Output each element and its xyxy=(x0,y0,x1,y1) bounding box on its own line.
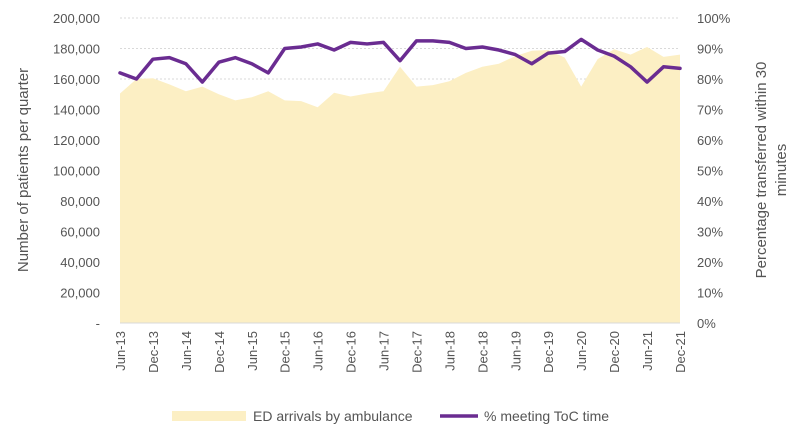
x-tick-label: Dec-19 xyxy=(541,331,556,373)
right-axis-title-line-1: Percentage transferred within 30 xyxy=(753,62,770,279)
left-tick-label: 20,000 xyxy=(60,286,100,301)
left-tick-label: 80,000 xyxy=(60,194,100,209)
right-tick-label: 80% xyxy=(697,72,723,87)
left-tick-label: 200,000 xyxy=(53,11,100,26)
x-tick-label: Jun-15 xyxy=(245,331,260,371)
legend-label-toc: % meeting ToC time xyxy=(484,408,609,424)
legend-swatch-ed-arrivals xyxy=(172,411,246,421)
left-tick-label: 160,000 xyxy=(53,72,100,87)
x-tick-label: Jun-18 xyxy=(442,331,457,371)
x-tick-label: Dec-18 xyxy=(475,331,490,373)
x-tick-label: Jun-20 xyxy=(574,331,589,371)
x-tick-label: Jun-13 xyxy=(113,331,128,371)
x-tick-label: Dec-13 xyxy=(146,331,161,373)
right-tick-label: 70% xyxy=(697,103,723,118)
left-tick-label: 140,000 xyxy=(53,103,100,118)
x-tick-label: Jun-14 xyxy=(179,331,194,371)
right-tick-label: 40% xyxy=(697,194,723,209)
x-axis-ticks: Jun-13 Dec-13 Jun-14 Dec-14 Jun-15 Dec-15 Jun-… xyxy=(113,331,688,373)
x-tick-label: Jun-19 xyxy=(508,331,523,371)
left-tick-label: 100,000 xyxy=(53,164,100,179)
left-tick-label: 120,000 xyxy=(53,133,100,148)
line-series-layer xyxy=(118,37,682,84)
x-tick-label: Jun-21 xyxy=(640,331,655,371)
x-tick-label: Dec-21 xyxy=(673,331,688,373)
left-tick-label: 60,000 xyxy=(60,225,100,240)
legend: ED arrivals by ambulance % meeting ToC t… xyxy=(172,408,609,424)
left-axis-title: Number of patients per quarter xyxy=(15,68,32,272)
line-toc-time xyxy=(118,37,682,84)
x-tick-label: Dec-17 xyxy=(409,331,424,373)
x-tick-label: Dec-16 xyxy=(344,331,359,373)
right-tick-label: 20% xyxy=(697,255,723,270)
legend-label-ed-arrivals: ED arrivals by ambulance xyxy=(253,408,413,424)
right-tick-label: 100% xyxy=(697,11,731,26)
x-tick-label: Jun-17 xyxy=(377,331,392,371)
right-tick-label: 10% xyxy=(697,286,723,301)
right-tick-label: 60% xyxy=(697,133,723,148)
right-tick-label: 0% xyxy=(697,316,716,331)
right-axis-ticks: 0% 10% 20% 30% 40% 50% 60% 70% 80% 90% 100% xyxy=(697,11,731,331)
area-series-layer xyxy=(120,46,680,323)
x-tick-label: Dec-14 xyxy=(212,331,227,373)
x-tick-label: Dec-20 xyxy=(607,331,622,373)
right-tick-label: 30% xyxy=(697,225,723,240)
right-axis-title-line-2: minutes xyxy=(773,144,790,197)
left-tick-label: 40,000 xyxy=(60,255,100,270)
area-ed-arrivals xyxy=(120,46,680,323)
x-tick-label: Jun-16 xyxy=(311,331,326,371)
left-tick-label: - xyxy=(96,316,100,331)
left-tick-label: 180,000 xyxy=(53,42,100,57)
left-axis-ticks: - 20,000 40,000 60,000 80,000 100,000 120,000 1… xyxy=(53,11,100,331)
x-tick-label: Dec-15 xyxy=(278,331,293,373)
right-tick-label: 50% xyxy=(697,164,723,179)
right-tick-label: 90% xyxy=(697,42,723,57)
